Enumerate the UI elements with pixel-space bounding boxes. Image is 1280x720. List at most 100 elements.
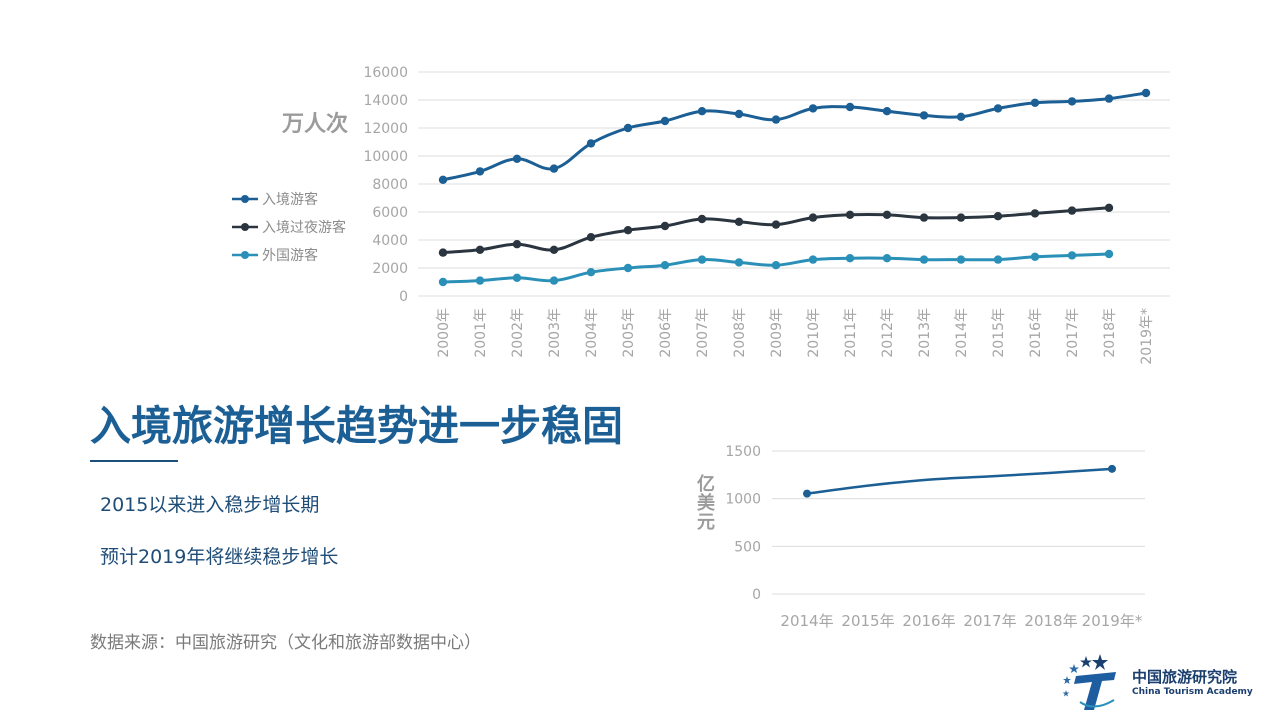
- data-point: [845, 102, 855, 112]
- x-tick-label: 2005年: [621, 308, 637, 358]
- y-tick-label: 4000: [372, 233, 408, 249]
- data-point: [808, 104, 818, 113]
- x-tick-label: 2004年: [584, 308, 600, 358]
- y-tick-label: 1500: [725, 444, 761, 460]
- data-point: [475, 276, 485, 285]
- x-tick-label: 2001年: [473, 308, 489, 358]
- data-point: [512, 240, 522, 249]
- x-tick-label: 2000年: [436, 308, 452, 358]
- data-point: [734, 109, 744, 119]
- data-point: [438, 248, 448, 257]
- chart-inbound-revenue: 0 500 1000 1500 2014年 2015年 2016年 2017年 2018年 201…: [697, 444, 1145, 630]
- x-tick-label: 2002年: [510, 308, 526, 358]
- data-point: [1067, 97, 1077, 106]
- slide-title: 入境旅游增长趋势进一步稳固: [90, 402, 623, 450]
- data-point: [660, 221, 670, 231]
- cta-logo: 中国旅游研究院 China Tourism Academy: [1060, 652, 1260, 714]
- data-point: [993, 212, 1003, 221]
- data-point: [549, 276, 559, 285]
- x-tick-label: 2011年: [843, 308, 859, 358]
- x-tick-label: 2018年: [1102, 308, 1118, 358]
- logo-name-cn: 中国旅游研究院: [1132, 668, 1238, 686]
- data-point: [1104, 249, 1114, 259]
- data-point: [586, 139, 596, 148]
- source-note: 数据来源：中国旅游研究（文化和旅游部数据中心）: [90, 633, 481, 653]
- x-tick-label: 2018年: [1024, 612, 1077, 630]
- y-tick-label: 0: [752, 587, 761, 603]
- x-tick-label: 2007年: [695, 308, 711, 358]
- x-tick-label: 2006年: [658, 308, 674, 358]
- data-point: [623, 123, 633, 133]
- data-point: [475, 167, 485, 176]
- chart-inbound-tourists: 0 2000 4000 6000 8000 10000 12000 14000 16000 200…: [232, 65, 1170, 365]
- x-tick-label: 2008年: [732, 308, 748, 358]
- y-tick-label: 1000: [725, 492, 761, 508]
- data-point: [438, 175, 448, 184]
- x-tick-label: 2012年: [880, 308, 896, 358]
- data-point: [993, 104, 1003, 113]
- y-tick-label: 6000: [372, 205, 408, 221]
- y-axis-label: 亿: [697, 473, 715, 495]
- data-point: [845, 210, 855, 219]
- data-point: [1108, 464, 1116, 473]
- data-point: [697, 107, 707, 116]
- data-point: [660, 261, 670, 270]
- data-point: [956, 255, 966, 264]
- x-tick-label: 2015年: [841, 612, 894, 630]
- data-point: [1141, 88, 1151, 98]
- data-point: [919, 255, 929, 264]
- legend-entry: 外国游客: [262, 247, 318, 264]
- x-tick-label: 2019年*: [1139, 308, 1155, 365]
- series-line: [806, 467, 1113, 495]
- data-point: [808, 213, 818, 222]
- data-point: [475, 245, 485, 254]
- title-underline: [90, 460, 178, 462]
- data-point: [1030, 98, 1040, 108]
- y-tick-label: 12000: [363, 121, 408, 137]
- data-point: [623, 226, 633, 235]
- data-point: [882, 107, 892, 116]
- legend-swatch-marker: [241, 251, 249, 259]
- x-tick-label: 2014年: [780, 612, 833, 630]
- data-point: [771, 220, 781, 229]
- data-point: [512, 154, 522, 163]
- data-point: [845, 254, 855, 263]
- data-point: [993, 255, 1003, 264]
- x-tick-label: 2010年: [806, 308, 822, 358]
- y-tick-label: 8000: [372, 177, 408, 193]
- data-point: [1030, 252, 1040, 261]
- data-point: [1067, 206, 1077, 215]
- series-line: [442, 206, 1110, 255]
- y-axis-label: 万人次: [281, 111, 348, 137]
- x-tick-label: 2003年: [547, 308, 563, 358]
- data-point: [1067, 251, 1077, 260]
- data-point: [882, 254, 892, 263]
- legend-swatch-marker: [241, 195, 249, 203]
- y-tick-label: 2000: [372, 261, 408, 277]
- y-tick-label: 0: [399, 289, 408, 305]
- x-tick-label: 2015年: [991, 308, 1007, 358]
- legend-swatch-marker: [241, 223, 249, 231]
- data-point: [1104, 94, 1114, 103]
- data-point: [882, 210, 892, 219]
- data-point: [1104, 203, 1114, 212]
- star-t-logo-icon: [1062, 654, 1116, 710]
- legend-entry: 入境过夜游客: [262, 219, 346, 236]
- data-point: [956, 112, 966, 122]
- series-line: [442, 91, 1147, 182]
- y-tick-label: 14000: [363, 93, 408, 109]
- data-point: [586, 268, 596, 277]
- data-point: [697, 255, 707, 264]
- data-point: [549, 164, 559, 173]
- y-axis-label: 元: [697, 512, 715, 533]
- y-tick-label: 10000: [363, 149, 408, 165]
- data-point: [623, 263, 633, 273]
- x-tick-label: 2017年: [1065, 308, 1081, 358]
- data-point: [803, 489, 811, 498]
- x-tick-label: 2009年: [769, 308, 785, 358]
- data-point: [1030, 209, 1040, 218]
- x-tick-label: 2013年: [917, 308, 933, 358]
- data-point: [734, 217, 744, 226]
- data-point: [808, 255, 818, 264]
- data-point: [549, 245, 559, 254]
